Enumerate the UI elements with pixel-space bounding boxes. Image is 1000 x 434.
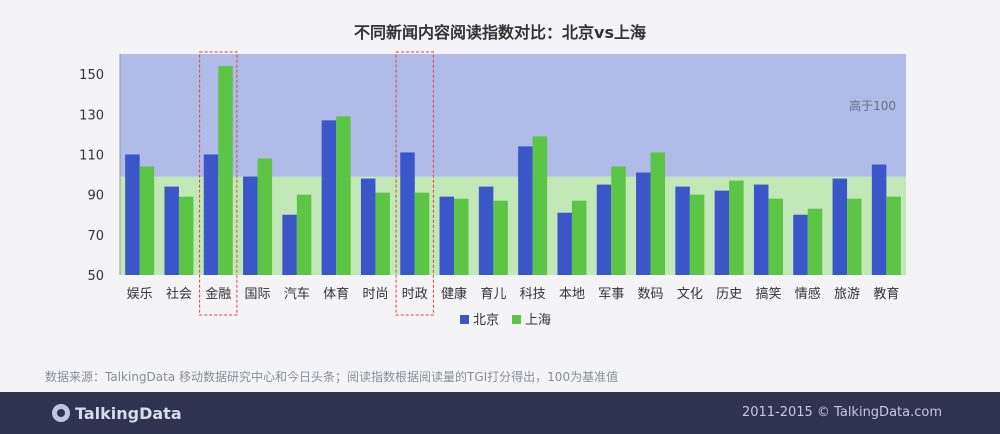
x-tick-label: 文化 [677,287,703,302]
y-tick-label: 90 [87,189,104,204]
bar-上海-文化 [689,194,705,275]
x-tick-label: 体育 [323,286,349,302]
x-tick-label: 搞笑 [755,286,781,302]
bar-上海-育儿 [493,200,508,275]
bar-北京-教育 [871,164,887,275]
legend-swatch-北京 [460,315,469,324]
bar-上海-数码 [650,152,666,275]
bar-chart: 不同新闻内容阅读指数对比：北京vs上海 高于100 50 70 90 110 130 15… [79,23,906,328]
x-tick-label: 健康 [441,286,467,302]
bar-北京-搞笑 [753,184,769,275]
y-tick-label: 150 [79,68,104,83]
bar-北京-汽车 [282,214,297,275]
x-tick-label: 时尚 [362,287,388,302]
bar-上海-娱乐 [139,166,155,275]
x-tick-label: 军事 [598,287,624,302]
bar-上海-旅游 [847,198,862,275]
x-tick-label: 历史 [716,287,742,302]
source-note: 数据来源：TalkingData 移动数据研究中心和今日头条；阅读指数根据阅读量… [45,370,619,384]
footer-bar: TalkingData 2011-2015 © TalkingData.com [0,392,1000,434]
x-tick-label: 教育 [873,286,899,302]
x-tick-label: 汽车 [284,286,310,302]
band-1 [120,54,906,177]
x-tick-label: 金融 [205,286,231,302]
x-tick-label: 情感 [795,286,821,302]
bar-上海-本地 [571,200,587,275]
brand-logo: TalkingData [52,403,182,423]
legend-swatch-上海 [512,315,521,324]
bar-北京-体育 [321,120,337,275]
bar-北京-文化 [675,186,690,275]
bar-北京-金融 [203,154,219,275]
bar-北京-时政 [400,152,415,275]
bar-上海-历史 [729,180,744,275]
bar-上海-社会 [178,196,194,275]
y-tick-label: 70 [87,229,104,244]
x-tick-label: 娱乐 [127,287,153,302]
x-tick-label: 本地 [559,287,585,302]
x-tick-label: 科技 [520,287,546,302]
bar-上海-国际 [257,158,273,275]
bar-北京-时尚 [360,178,376,275]
band-label: 高于100 [849,98,896,113]
bar-北京-健康 [439,196,455,275]
x-tick-label: 数码 [638,287,664,302]
bar-上海-教育 [886,196,901,275]
y-tick-label: 130 [79,108,104,123]
copyright-text: 2011-2015 © TalkingData.com [741,405,942,420]
x-tick-label: 时政 [402,287,428,302]
bar-北京-军事 [596,184,612,275]
logo-text: TalkingData [75,403,182,423]
chart-title: 不同新闻内容阅读指数对比：北京vs上海 [354,23,646,42]
bar-上海-科技 [532,136,548,275]
legend-label-上海: 上海 [525,313,551,328]
bar-北京-本地 [557,212,572,275]
bar-上海-汽车 [296,194,312,275]
bar-北京-情感 [793,214,808,275]
bar-北京-数码 [636,172,651,275]
bar-上海-金融 [218,66,233,276]
bar-上海-健康 [454,198,469,275]
bar-上海-情感 [807,208,823,275]
x-tick-label: 旅游 [834,287,860,302]
bar-上海-时尚 [375,192,390,275]
bar-上海-体育 [336,116,351,275]
bar-北京-娱乐 [125,154,140,275]
bar-北京-旅游 [832,178,848,275]
bar-北京-国际 [243,176,258,275]
bar-北京-育儿 [478,186,494,275]
y-tick-label: 110 [79,148,104,163]
x-tick-label: 社会 [166,286,192,302]
legend-label-北京: 北京 [473,313,499,328]
y-tick-label: 50 [87,269,104,284]
x-tick-label: 育儿 [480,286,506,302]
bar-北京-科技 [518,146,533,275]
bar-上海-时政 [414,192,430,275]
x-tick-label: 国际 [245,287,271,302]
logo-icon [52,404,70,422]
bar-北京-历史 [714,190,730,275]
bar-北京-社会 [164,186,179,275]
bar-上海-军事 [611,166,626,275]
bar-上海-搞笑 [768,198,783,275]
band-0 [120,176,906,275]
